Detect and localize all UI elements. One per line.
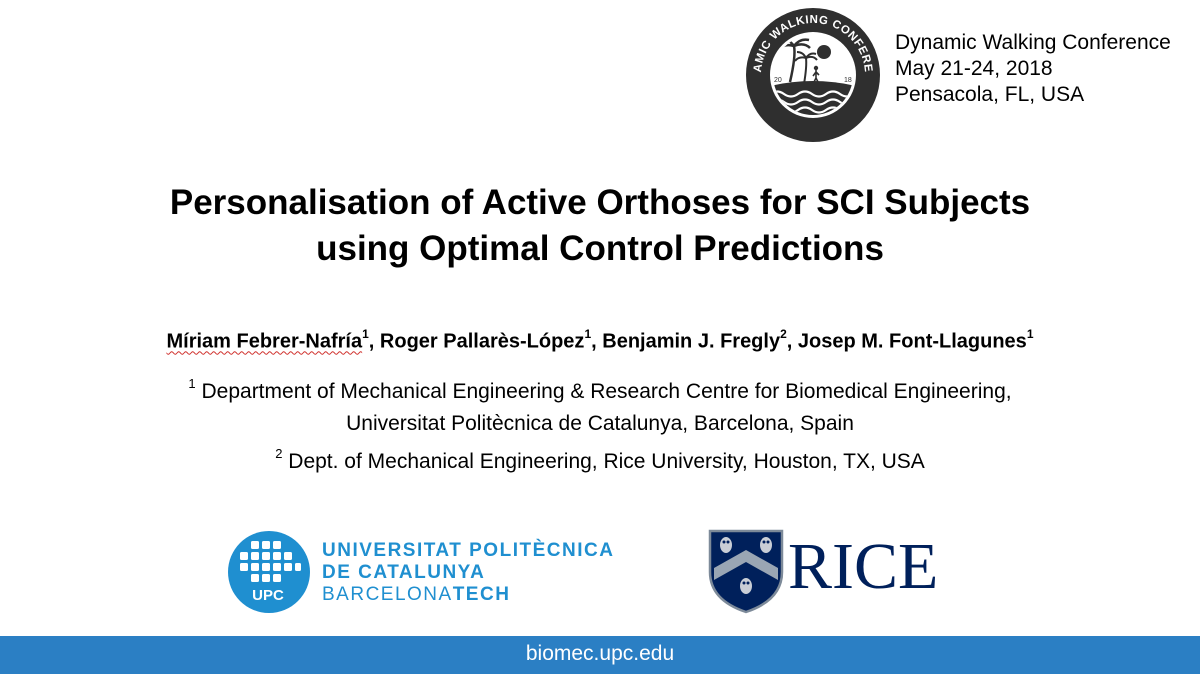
- conference-info: Dynamic Walking Conference May 21-24, 20…: [895, 30, 1171, 108]
- title-line-2: using Optimal Control Predictions: [316, 229, 884, 268]
- affil-2-line: Dept. of Mechanical Engineering, Rice Un…: [288, 450, 925, 473]
- upc-line-2: DE CATALUNYA: [322, 562, 486, 583]
- author-sup: 1: [1026, 327, 1034, 341]
- affiliations: 1 Department of Mechanical Engineering &…: [0, 370, 1200, 478]
- upc-line-3b: TECH: [452, 584, 511, 605]
- footer-website-link[interactable]: biomec.upc.edu: [525, 642, 675, 665]
- author-sup: 2: [780, 327, 787, 341]
- logo-year-left: 20: [774, 77, 782, 84]
- upc-line-3a: BARCELONA: [322, 584, 453, 605]
- conference-location: Pensacola, FL, USA: [895, 83, 1085, 106]
- affil-1-line-2: Universitat Politècnica de Catalunya, Ba…: [346, 412, 854, 435]
- affil-1-line-1: Department of Mechanical Engineering & R…: [201, 380, 1012, 403]
- author-name: Roger Pallarès-López: [379, 330, 585, 353]
- title-line-1: Personalisation of Active Orthoses for S…: [169, 183, 1031, 222]
- upc-wordmark: UNIVERSITAT POLITÈCNICA DE CATALUNYA BAR…: [322, 540, 614, 606]
- logo-year-right: 18: [844, 77, 852, 84]
- author-name: Míriam Febrer-Nafría: [166, 330, 363, 353]
- author-name: Benjamin J. Fregly: [602, 330, 781, 353]
- author-name: Josep M. Font-Llagunes: [797, 330, 1027, 353]
- upc-badge-text: UPC: [252, 587, 284, 604]
- footer-bar: biomec.upc.edu: [0, 636, 1200, 674]
- affil-sup: 2: [275, 446, 283, 461]
- poster-title: Personalisation of Active Orthoses for S…: [0, 180, 1200, 272]
- affil-sup: 1: [188, 376, 196, 391]
- author-list: Míriam Febrer-Nafría1, Roger Pallarès-Ló…: [166, 327, 1034, 353]
- conference-name: Dynamic Walking Conference: [895, 31, 1171, 54]
- conference-logo-icon: DYNAMIC WALKING CONFERENCE 20 18: [744, 6, 880, 142]
- conference-dates: May 21-24, 2018: [895, 57, 1053, 80]
- upc-line-1: UNIVERSITAT POLITÈCNICA: [322, 540, 615, 561]
- author-sup: 1: [584, 327, 592, 341]
- author-sup: 1: [362, 327, 369, 341]
- rice-shield-icon: [708, 529, 784, 614]
- upc-logo-icon: UPC: [228, 531, 310, 613]
- rice-wordmark: RICE: [788, 530, 939, 603]
